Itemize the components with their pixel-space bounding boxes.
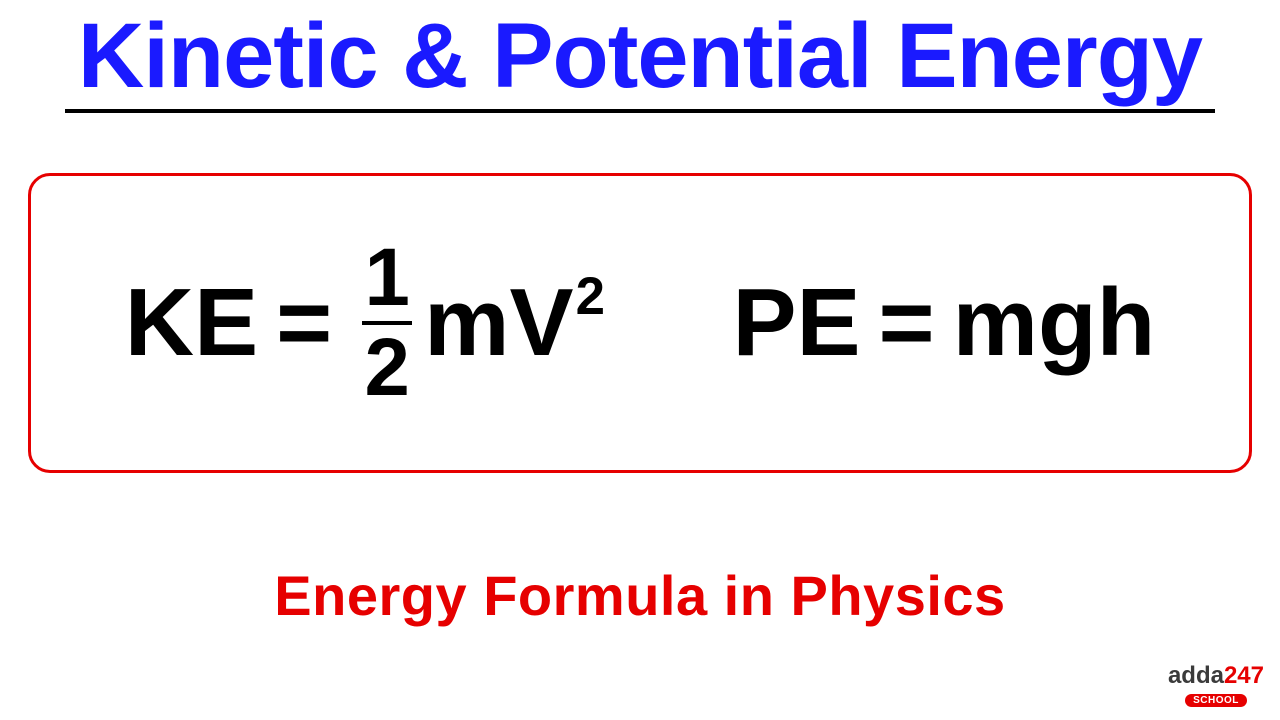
logo-badge: SCHOOL bbox=[1185, 694, 1247, 707]
ke-lhs: KE bbox=[125, 268, 258, 378]
ke-mv: mV bbox=[424, 268, 573, 378]
ke-equals: = bbox=[276, 268, 332, 378]
title-underline bbox=[65, 109, 1215, 113]
ke-fraction-den: 2 bbox=[362, 321, 412, 409]
brand-logo: adda247 SCHOOL bbox=[1168, 662, 1264, 708]
subtitle: Energy Formula in Physics bbox=[0, 563, 1280, 628]
ke-exponent: 2 bbox=[576, 266, 605, 327]
subtitle-text: Energy Formula in Physics bbox=[274, 564, 1005, 627]
potential-energy-formula: PE = mgh bbox=[732, 268, 1155, 378]
logo-text: adda247 bbox=[1168, 662, 1264, 690]
pe-rhs: mgh bbox=[953, 268, 1156, 378]
kinetic-energy-formula: KE = 1 2 mV2 bbox=[125, 237, 605, 408]
pe-lhs: PE bbox=[732, 268, 860, 378]
ke-fraction: 1 2 bbox=[362, 237, 412, 408]
ke-fraction-num: 1 bbox=[364, 237, 409, 321]
page-title: Kinetic & Potential Energy bbox=[0, 0, 1280, 109]
title-text: Kinetic & Potential Energy bbox=[78, 5, 1202, 107]
formula-box: KE = 1 2 mV2 PE = mgh bbox=[28, 173, 1252, 473]
logo-dark: adda bbox=[1168, 662, 1224, 689]
logo-red: 247 bbox=[1224, 662, 1264, 689]
pe-equals: = bbox=[879, 268, 935, 378]
